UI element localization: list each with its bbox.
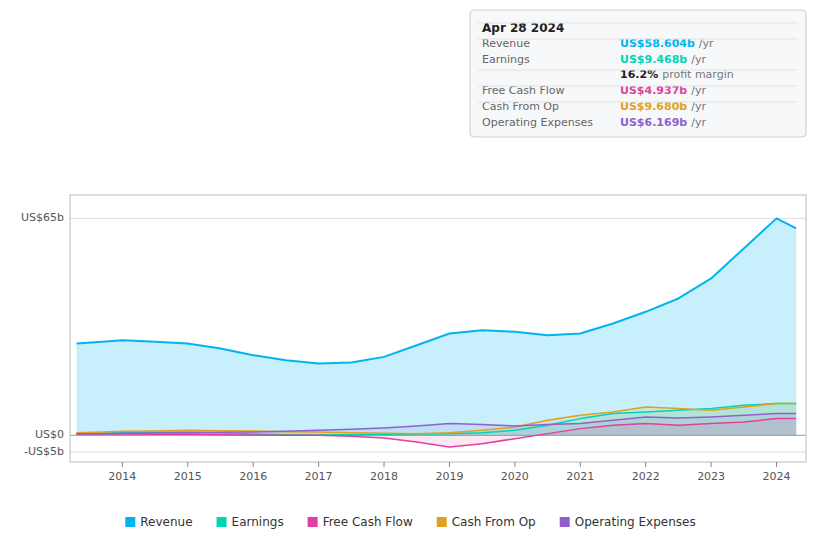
annotation-label: Operating Expenses (482, 116, 593, 129)
x-tick-label: 2022 (632, 470, 660, 483)
series-line (77, 404, 797, 435)
x-tick-label: 2018 (370, 470, 398, 483)
annotation-value: US$6.169b/yr (620, 116, 706, 129)
x-tick (187, 462, 188, 467)
x-tick (645, 462, 646, 467)
series-line (77, 404, 797, 434)
series-line (77, 218, 797, 363)
annotation-separator (478, 86, 798, 87)
legend-item: Cash From Op (437, 515, 536, 529)
legend: Revenue Earnings Free Cash Flow Cash From O… (125, 515, 695, 529)
series-area (77, 404, 797, 436)
chart: -US$5b US$0 US$65b 2014 2015 2016 2017 2018 2019… (0, 0, 821, 560)
x-tick (318, 462, 319, 467)
plot-frame (70, 195, 806, 462)
x-tick (122, 462, 123, 467)
x-tick-label: 2015 (174, 470, 202, 483)
annotation-value: US$9.468b/yr (620, 53, 706, 66)
series-area (77, 404, 797, 436)
annotation-separator (478, 70, 798, 71)
x-tick (711, 462, 712, 467)
grid-line (70, 451, 806, 452)
x-tick-label: 2023 (697, 470, 725, 483)
x-tick-label: 2019 (435, 470, 463, 483)
x-tick (580, 462, 581, 467)
annotation-background (470, 10, 806, 137)
grid-line (70, 218, 806, 219)
legend-label: Earnings (232, 515, 284, 529)
legend-swatch (308, 517, 318, 527)
legend-item: Earnings (217, 515, 284, 529)
legend-swatch (437, 517, 447, 527)
series-line (77, 414, 797, 434)
legend-label: Revenue (140, 515, 192, 529)
x-tick-label: 2020 (501, 470, 529, 483)
x-tick (514, 462, 515, 467)
x-tick-label: 2024 (763, 470, 791, 483)
annotation-separator (478, 23, 798, 24)
x-tick (384, 462, 385, 467)
legend-swatch (560, 517, 570, 527)
annotation-box: Apr 28 2024RevenueUS$58.604b/yrEarningsU… (470, 10, 806, 137)
y-tick-label: US$0 (35, 428, 64, 441)
marks (77, 218, 797, 447)
annotation-text: US$6.169b (620, 116, 687, 129)
legend-label: Cash From Op (452, 515, 536, 529)
annotation-text: US$9.468b (620, 53, 687, 66)
annotation-suffix: /yr (691, 53, 706, 66)
x-tick-label: 2016 (239, 470, 267, 483)
legend-item: Operating Expenses (560, 515, 696, 529)
legend-label: Free Cash Flow (323, 515, 413, 529)
x-tick (253, 462, 254, 467)
annotation-suffix: /yr (691, 116, 706, 129)
annotation-separator (478, 39, 798, 40)
y-tick-label: US$65b (21, 211, 64, 224)
legend-item: Free Cash Flow (308, 515, 413, 529)
annotation-label: Earnings (482, 53, 530, 66)
grid (70, 218, 806, 452)
x-tick-label: 2017 (305, 470, 333, 483)
legend-swatch (125, 517, 135, 527)
y-tick-label: -US$5b (24, 445, 64, 458)
x-tick-label: 2014 (108, 470, 136, 483)
legend-swatch (217, 517, 227, 527)
x-tick (449, 462, 450, 467)
x-tick-label: 2021 (566, 470, 594, 483)
x-tick (776, 462, 777, 467)
annotation-separator (478, 102, 798, 103)
legend-item: Revenue (125, 515, 192, 529)
legend-label: Operating Expenses (575, 515, 696, 529)
series-area (77, 218, 797, 435)
